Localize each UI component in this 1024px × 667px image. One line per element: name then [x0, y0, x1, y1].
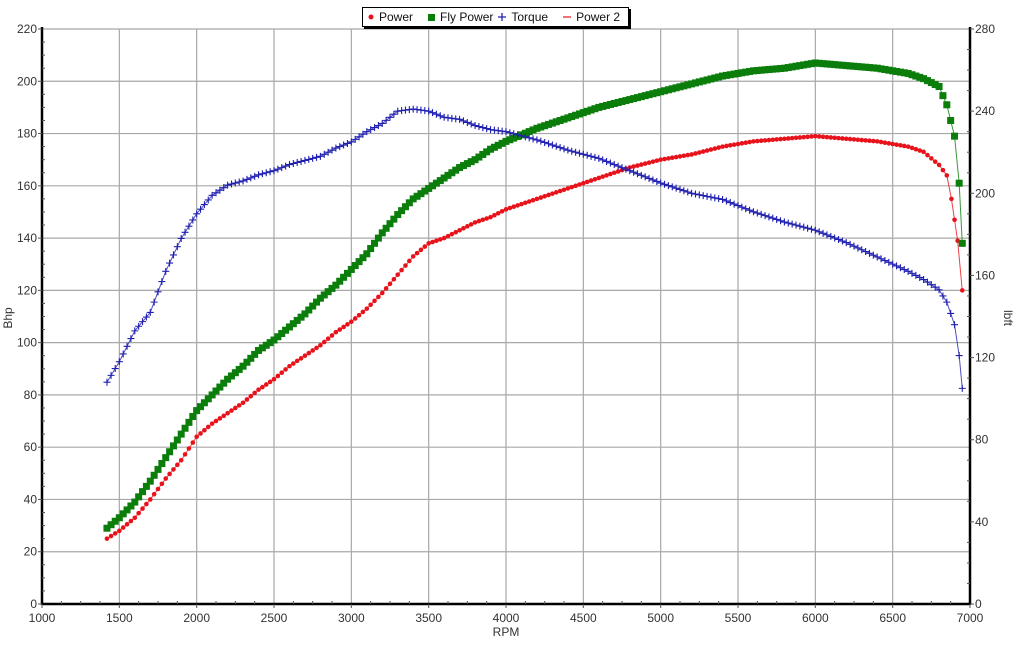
- x-tick-label: 3500: [415, 611, 442, 625]
- y-tick-label: 160: [17, 179, 37, 193]
- y2-tick-label: 280: [975, 22, 995, 36]
- grid-lines: [42, 28, 970, 604]
- y-tick-label: 120: [17, 283, 37, 297]
- legend-item-power2: Power 2: [562, 10, 620, 24]
- legend-item-fly-power: Fly Power: [427, 10, 493, 24]
- x-tick-label: 1500: [106, 611, 133, 625]
- y-axis-left-title: Bhp: [1, 307, 15, 329]
- plus-marker-icon: [498, 13, 507, 21]
- legend-label: Power: [379, 10, 414, 24]
- legend-label: Power 2: [576, 10, 621, 24]
- chart-legend: Power Fly Power Torque Power 2: [362, 7, 630, 27]
- x-tick-label: 4000: [493, 611, 520, 625]
- y2-tick-label: 0: [975, 597, 982, 611]
- legend-label: Fly Power: [440, 10, 494, 24]
- x-tick-label: 3000: [338, 611, 365, 625]
- y-tick-label: 0: [30, 597, 37, 611]
- x-tick-label: 7000: [957, 611, 984, 625]
- y-tick-label: 80: [24, 388, 38, 402]
- y-tick-label: 200: [17, 74, 37, 88]
- y2-tick-label: 80: [975, 433, 989, 447]
- dot-marker-icon: [368, 14, 374, 20]
- series-torque: [103, 105, 966, 392]
- x-tick-label: 2000: [183, 611, 210, 625]
- y2-tick-label: 200: [975, 186, 995, 200]
- y2-tick-label: 120: [975, 351, 995, 365]
- y-tick-label: 100: [17, 336, 37, 350]
- legend-item-torque: Torque: [497, 10, 548, 24]
- square-marker-icon: [428, 13, 436, 21]
- x-tick-label: 6500: [879, 611, 906, 625]
- y2-tick-label: 40: [975, 515, 989, 529]
- y-tick-label: 60: [24, 440, 38, 454]
- x-tick-label: 5500: [725, 611, 752, 625]
- axes: 0 20 40 60 80 100 120 140 160 180 200 220 0 40 80 120 16…: [17, 22, 995, 625]
- y2-tick-label: 160: [975, 268, 995, 282]
- series-power: [104, 133, 965, 541]
- x-tick-label: 6000: [802, 611, 829, 625]
- x-tick-label: 1000: [29, 611, 56, 625]
- legend-item-power: Power: [367, 10, 413, 24]
- y-tick-label: 140: [17, 231, 37, 245]
- y-tick-label: 180: [17, 127, 37, 141]
- y-tick-label: 40: [24, 492, 38, 506]
- x-tick-label: 4500: [570, 611, 597, 625]
- x-tick-label: 5000: [647, 611, 674, 625]
- y-tick-label: 220: [17, 22, 37, 36]
- y-axis-right-title: lbft: [1001, 310, 1015, 327]
- dash-marker-icon: [563, 16, 572, 18]
- y-tick-label: 20: [24, 545, 38, 559]
- x-axis-title: RPM: [493, 625, 520, 639]
- y2-tick-label: 240: [975, 104, 995, 118]
- series-layer: [103, 59, 966, 541]
- x-tick-label: 2500: [261, 611, 288, 625]
- series-fly-power: [103, 59, 966, 532]
- legend-label: Torque: [511, 10, 549, 24]
